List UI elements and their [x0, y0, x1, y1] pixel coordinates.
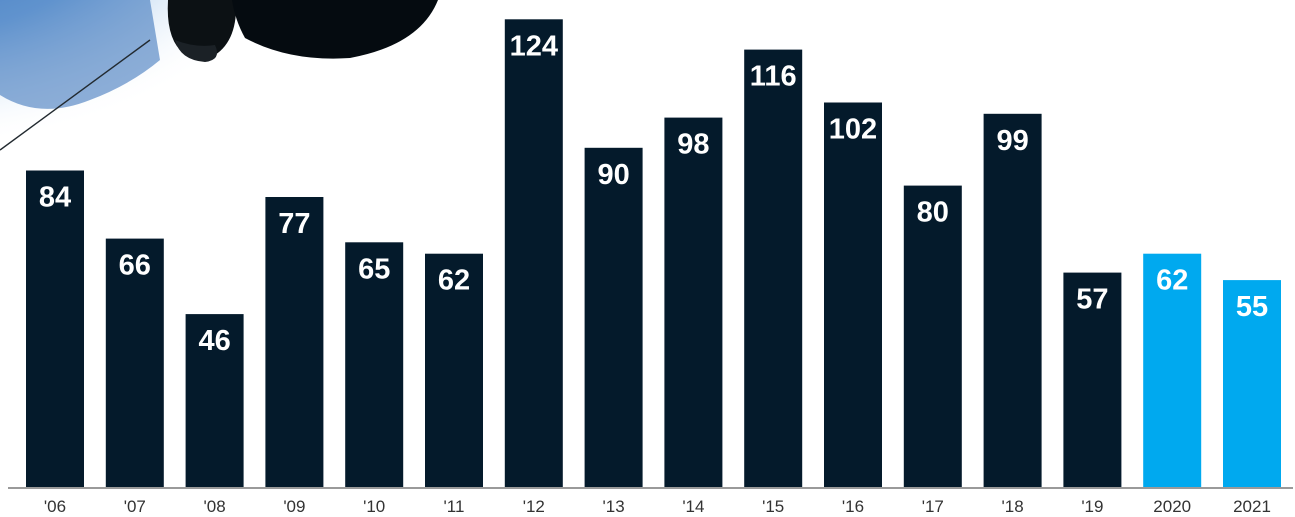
- x-tick-label-8: '14: [682, 497, 704, 516]
- bar-10: [824, 102, 882, 488]
- value-label-6: 124: [510, 30, 558, 62]
- x-tick-label-6: '12: [523, 497, 545, 516]
- bar-7: [584, 147, 643, 489]
- bar-2: [185, 314, 244, 488]
- x-tick-label-12: '18: [1002, 497, 1024, 516]
- value-label-1: 66: [119, 250, 151, 282]
- x-tick-label-14: 2020: [1153, 497, 1191, 516]
- x-tick-label-1: '07: [124, 497, 146, 516]
- value-label-2: 46: [198, 325, 230, 357]
- x-tick-label-3: '09: [283, 497, 305, 516]
- bar-1: [105, 238, 164, 488]
- x-tick-label-2: '08: [204, 497, 226, 516]
- value-label-15: 55: [1236, 291, 1268, 323]
- value-label-3: 77: [278, 208, 310, 240]
- bar-8: [664, 117, 723, 488]
- bar-4: [345, 242, 404, 488]
- bar-6: [504, 19, 563, 489]
- x-tick-label-5: '11: [444, 497, 465, 516]
- value-label-10: 102: [829, 114, 877, 146]
- bar-12: [983, 113, 1042, 489]
- value-label-13: 57: [1076, 284, 1108, 316]
- x-tick-label-11: '17: [922, 497, 944, 516]
- value-label-8: 98: [677, 129, 709, 161]
- value-label-14: 62: [1156, 265, 1188, 297]
- x-tick-label-4: '10: [363, 497, 385, 516]
- value-label-4: 65: [358, 253, 390, 285]
- x-tick-label-13: '19: [1081, 497, 1103, 516]
- value-label-12: 99: [996, 125, 1028, 157]
- bar-15: [1223, 280, 1281, 488]
- value-label-11: 80: [917, 197, 949, 229]
- bar-13: [1063, 272, 1122, 488]
- bars-group: 84 66 46 77 65 62 124 90 98 116 102 80 99 57 62 55: [26, 19, 1281, 489]
- x-tick-label-10: '16: [842, 497, 864, 516]
- x-axis-ticks: '06 '07 '08 '09 '10 '11 '12 '13 '14 '15 '16 '17 '18 '…: [44, 497, 1271, 516]
- value-label-7: 90: [597, 159, 629, 191]
- x-tick-label-7: '13: [603, 497, 625, 516]
- x-tick-label-15: 2021: [1233, 497, 1271, 516]
- bar-14: [1143, 253, 1202, 488]
- bar-9: [744, 49, 803, 488]
- bar-3: [265, 197, 324, 488]
- value-label-5: 62: [438, 265, 470, 297]
- x-tick-label-9: '15: [762, 497, 784, 516]
- value-label-9: 116: [750, 61, 797, 93]
- golfer-photo: [0, 0, 438, 151]
- x-tick-label-0: '06: [44, 497, 66, 516]
- bar-5: [425, 253, 483, 488]
- bar-11: [903, 185, 962, 488]
- bar-0: [26, 170, 84, 488]
- value-label-0: 84: [39, 182, 71, 214]
